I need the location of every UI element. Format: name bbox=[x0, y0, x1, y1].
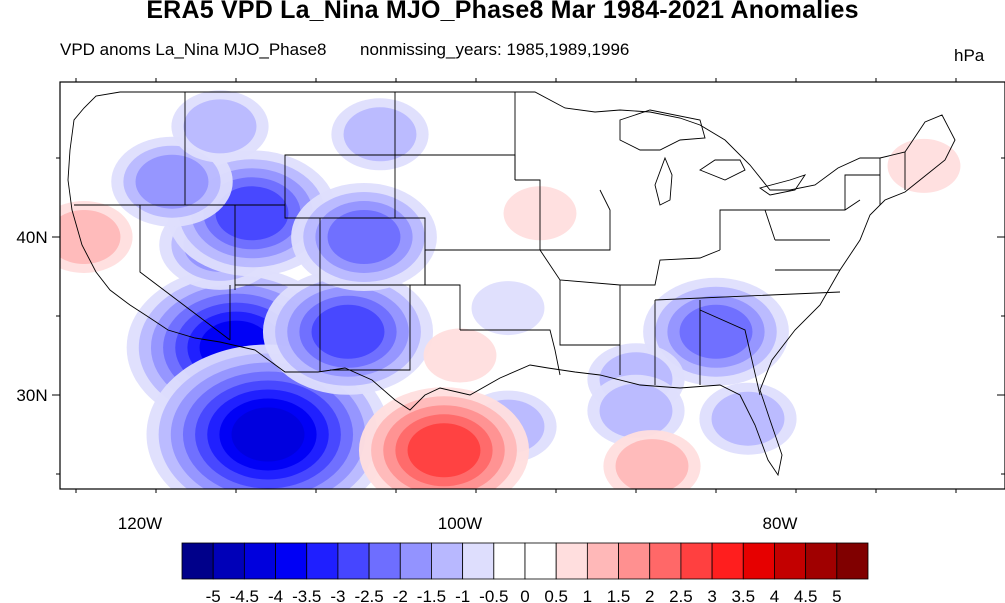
colorbar-label: 1.5 bbox=[607, 587, 631, 603]
map-frame bbox=[59, 81, 1005, 490]
colorbar-box bbox=[462, 542, 495, 580]
colorbar-box bbox=[836, 542, 869, 580]
anomaly-field bbox=[60, 90, 961, 489]
colorbar-box bbox=[555, 542, 588, 580]
colorbar-box bbox=[368, 542, 401, 580]
colorbar-label: 5 bbox=[832, 587, 841, 603]
colorbar-box bbox=[243, 542, 276, 580]
colorbar-label: 4.5 bbox=[794, 587, 818, 603]
colorbar-box bbox=[805, 542, 838, 580]
anomaly-contour bbox=[135, 154, 209, 209]
colorbar-box bbox=[649, 542, 682, 580]
anomaly-contour bbox=[407, 423, 481, 478]
anomaly-contour bbox=[679, 304, 753, 359]
colorbar-label: -5 bbox=[206, 587, 221, 603]
colorbar-box bbox=[399, 542, 432, 580]
colorbar-label: -0.5 bbox=[479, 587, 508, 603]
anomaly-contour bbox=[711, 391, 785, 446]
axis-ticks bbox=[52, 78, 1005, 493]
anomaly-contour bbox=[231, 407, 305, 462]
colorbar-label: -4 bbox=[268, 587, 283, 603]
lat-label: 30N bbox=[16, 386, 47, 405]
anomaly-contour bbox=[311, 304, 385, 359]
colorbar-box bbox=[212, 542, 245, 580]
anomaly-contour bbox=[215, 186, 289, 241]
anomaly-contour bbox=[60, 210, 121, 264]
plot-title: ERA5 VPD La_Nina MJO_Phase8 Mar 1984-202… bbox=[146, 0, 859, 24]
anomaly-contour bbox=[423, 328, 497, 383]
central-state-lines bbox=[424, 92, 841, 396]
colorbar-box bbox=[774, 542, 807, 580]
colorbar-box bbox=[618, 542, 651, 580]
colorbar-label: -2.5 bbox=[354, 587, 383, 603]
colorbar-label: -1.5 bbox=[417, 587, 446, 603]
colorbar-label: -1 bbox=[455, 587, 470, 603]
colorbar-label: 1 bbox=[583, 587, 592, 603]
lon-label: 120W bbox=[118, 514, 162, 533]
anomaly-contour bbox=[887, 138, 961, 193]
colorbar-label: 0.5 bbox=[544, 587, 568, 603]
anomaly-contour bbox=[327, 210, 401, 264]
anomaly-contour bbox=[599, 383, 673, 438]
colorbar-label: -3.5 bbox=[292, 587, 321, 603]
state-boundaries bbox=[67, 91, 956, 477]
lon-label: 100W bbox=[438, 514, 482, 533]
colorbar-box bbox=[493, 542, 526, 580]
colorbar-box bbox=[431, 542, 464, 580]
lat-label: 40N bbox=[16, 228, 47, 247]
lon-label: 80W bbox=[763, 514, 798, 533]
colorbar-label: -2 bbox=[393, 587, 408, 603]
anomaly-contour bbox=[471, 281, 545, 336]
great-lakes bbox=[619, 109, 807, 206]
units-label: hPa bbox=[954, 46, 985, 65]
colorbar-box bbox=[742, 542, 775, 580]
colorbar-label: -4.5 bbox=[230, 587, 259, 603]
colorbar-box bbox=[275, 542, 308, 580]
colorbar-label: 2.5 bbox=[669, 587, 693, 603]
left-subtitle: VPD anoms La_Nina MJO_Phase8 bbox=[60, 40, 327, 59]
anomaly-contour bbox=[343, 107, 417, 162]
colorbar-label: -3 bbox=[330, 587, 345, 603]
colorbar-label: 0 bbox=[520, 587, 529, 603]
colorbar-label: 3 bbox=[707, 587, 716, 603]
eastern-state-lines bbox=[765, 152, 906, 271]
colorbar-box bbox=[711, 542, 744, 580]
colorbar-box bbox=[586, 542, 619, 580]
center-subtitle: nonmissing_years: 1985,1989,1996 bbox=[360, 40, 630, 59]
anomaly-contour bbox=[615, 439, 689, 489]
colorbar: -5 -4.5 -4 -3.5 -3 -2.5 -2 -1.5 -1 -0.5 0 0.5 1 1.5 2 2… bbox=[181, 542, 869, 603]
colorbar-box bbox=[524, 542, 557, 580]
colorbar-box bbox=[680, 542, 713, 580]
axis-labels: 40N 30N 120W 100W 80W bbox=[16, 228, 797, 533]
colorbar-box bbox=[181, 542, 214, 580]
us-coastline bbox=[67, 91, 956, 477]
colorbar-label: 4 bbox=[770, 587, 779, 603]
colorbar-box bbox=[306, 542, 339, 580]
colorbar-box bbox=[337, 542, 370, 580]
anomaly-contour bbox=[183, 99, 257, 154]
colorbar-label: 3.5 bbox=[731, 587, 755, 603]
colorbar-label: 2 bbox=[645, 587, 654, 603]
